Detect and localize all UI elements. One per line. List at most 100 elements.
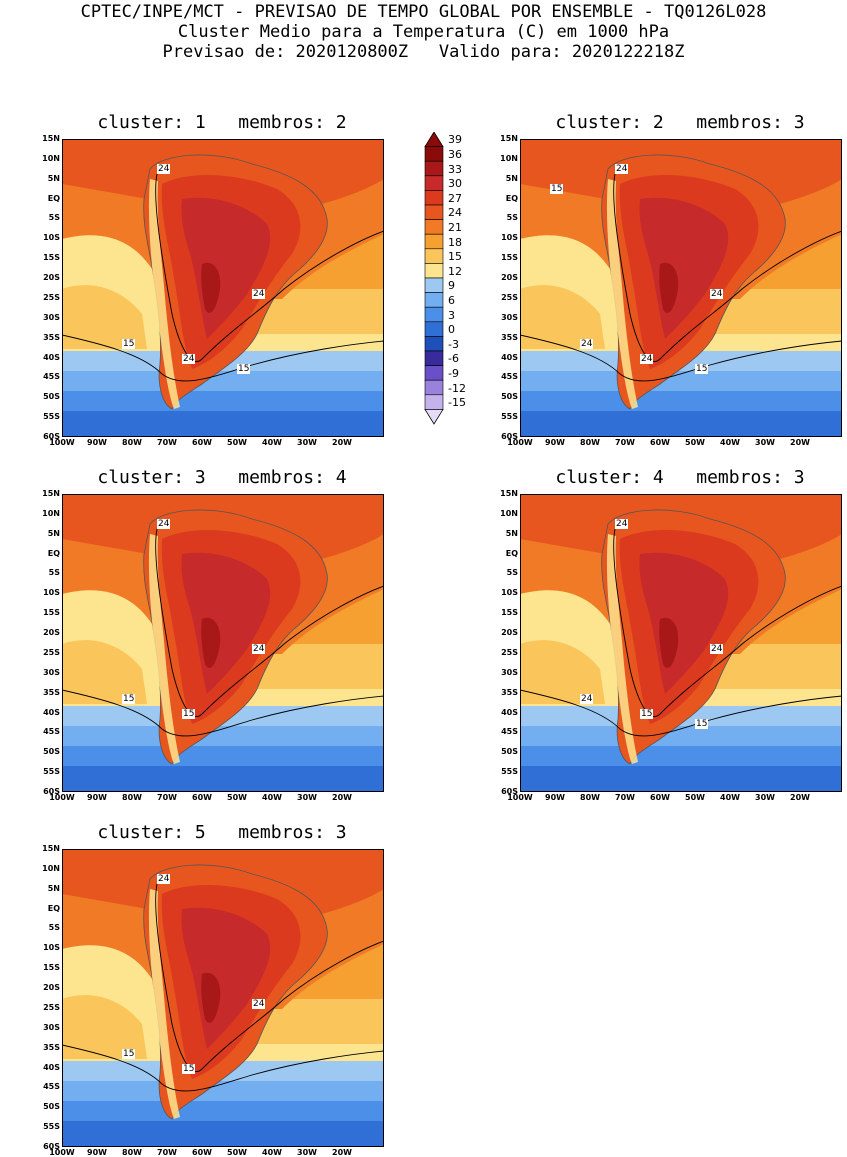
contour-label: 24 — [640, 354, 654, 364]
colorbar-level-label: 36 — [448, 147, 462, 161]
lat-tick-label: EQ — [47, 193, 60, 203]
lat-tick-label: 20S — [43, 628, 60, 638]
contour-label: 24 — [580, 339, 594, 349]
lat-tick-label: 40S — [43, 352, 60, 362]
lat-tick-label: 5S — [506, 213, 518, 223]
lat-tick-label: 35S — [43, 687, 60, 697]
temperature-map-1 — [62, 139, 384, 437]
contour-label: 15 — [695, 719, 709, 729]
lat-tick-label: 20S — [501, 273, 518, 283]
lat-tick-label: 20S — [501, 628, 518, 638]
lon-tick-label: 70W — [615, 793, 635, 802]
lat-tick-label: 50S — [501, 392, 518, 402]
lat-tick-label: 5N — [47, 173, 60, 183]
colorbar-swatch — [424, 160, 444, 177]
contour-label: 24 — [710, 644, 724, 654]
lat-tick-label: 60S — [501, 787, 518, 796]
lat-tick-label: 15N — [42, 134, 60, 143]
contour-label: 24 — [580, 694, 594, 704]
lat-tick-label: 35S — [43, 1042, 60, 1052]
lat-tick-label: 35S — [501, 687, 518, 697]
lat-tick-label: 25S — [43, 647, 60, 657]
lat-tick-label: 10S — [501, 588, 518, 598]
colorbar-swatch — [424, 277, 444, 293]
header-line-2: Cluster Medio para a Temperatura (C) em … — [177, 22, 670, 42]
lat-tick-label: 15N — [42, 844, 60, 853]
lon-tick-label: 100W — [507, 438, 533, 447]
lon-tick-label: 40W — [262, 1148, 282, 1157]
colorbar-swatch — [424, 146, 444, 162]
colorbar-top-arrow — [424, 132, 444, 147]
colorbar-swatch — [424, 233, 444, 250]
lon-tick-label: 50W — [685, 793, 705, 802]
contour-label: 24 — [615, 519, 629, 529]
lat-tick-label: EQ — [47, 903, 60, 913]
header-line-3: Previsao de: 2020120800Z Valido para: 20… — [162, 42, 685, 62]
lon-tick-label: 30W — [297, 793, 317, 802]
colorbar — [424, 132, 444, 425]
panel-title-4: cluster: 4 membros: 3 — [555, 467, 805, 488]
contour-label: 15 — [182, 1064, 196, 1074]
temperature-map-2 — [520, 139, 842, 437]
colorbar-swatch — [424, 190, 444, 206]
panel-title-3: cluster: 3 membros: 4 — [97, 467, 347, 488]
lon-tick-label: 50W — [227, 793, 247, 802]
lon-tick-label: 80W — [122, 1148, 142, 1157]
lat-tick-label: 45S — [43, 727, 60, 737]
colorbar-swatch — [424, 321, 444, 337]
contour-label: 24 — [710, 289, 724, 299]
lon-tick-label: 90W — [87, 438, 107, 447]
lon-tick-label: 70W — [157, 438, 177, 447]
lat-tick-label: EQ — [47, 548, 60, 558]
lat-tick-label: 40S — [43, 1062, 60, 1072]
lon-tick-label: 100W — [49, 438, 75, 447]
lon-tick-label: 50W — [227, 1148, 247, 1157]
colorbar-level-label: 12 — [448, 264, 462, 278]
lat-tick-label: 55S — [43, 767, 60, 777]
colorbar-level-label: 24 — [448, 206, 462, 220]
lat-tick-label: 25S — [501, 292, 518, 302]
contour-label: 24 — [252, 644, 266, 654]
lon-tick-label: 60W — [650, 438, 670, 447]
lon-tick-label: 80W — [122, 438, 142, 447]
lat-tick-label: 10N — [42, 153, 60, 163]
colorbar-level-label: 27 — [448, 191, 462, 205]
lon-tick-label: 30W — [297, 1148, 317, 1157]
lat-tick-label: 5N — [47, 883, 60, 893]
colorbar-swatch — [424, 263, 444, 279]
panel-title-1: cluster: 1 membros: 2 — [97, 112, 347, 133]
lat-tick-label: 40S — [501, 352, 518, 362]
colorbar-level-label: -12 — [448, 381, 466, 395]
lon-tick-label: 60W — [192, 1148, 212, 1157]
contour-label: 15 — [695, 364, 709, 374]
colorbar-level-label: 9 — [448, 279, 455, 293]
colorbar-level-label: 3 — [448, 308, 455, 322]
contour-label: 15 — [122, 339, 136, 349]
contour-label: 24 — [157, 874, 171, 884]
lat-tick-label: 10N — [500, 508, 518, 518]
lat-tick-label: 15S — [501, 608, 518, 618]
lat-tick-label: 50S — [43, 1102, 60, 1112]
temperature-map-5 — [62, 849, 384, 1147]
lon-tick-label: 60W — [650, 793, 670, 802]
lat-tick-label: 35S — [501, 332, 518, 342]
lon-tick-label: 60W — [192, 438, 212, 447]
contour-label: 15 — [122, 1049, 136, 1059]
colorbar-level-label: 21 — [448, 220, 462, 234]
lat-tick-label: EQ — [505, 548, 518, 558]
lat-tick-label: 15N — [42, 489, 60, 498]
panel-title-2: cluster: 2 membros: 3 — [555, 112, 805, 133]
colorbar-bottom-arrow — [424, 409, 444, 425]
lat-tick-label: 15N — [500, 134, 518, 143]
contour-label: 24 — [157, 164, 171, 174]
colorbar-swatch — [424, 175, 444, 191]
lat-tick-label: 50S — [43, 392, 60, 402]
lon-tick-label: 40W — [720, 793, 740, 802]
lon-tick-label: 30W — [755, 793, 775, 802]
contour-label: 15 — [237, 364, 251, 374]
lat-tick-label: 40S — [43, 707, 60, 717]
lat-tick-label: 25S — [43, 292, 60, 302]
temperature-map-3 — [62, 494, 384, 792]
colorbar-swatch — [424, 394, 444, 410]
lon-tick-label: 40W — [262, 438, 282, 447]
